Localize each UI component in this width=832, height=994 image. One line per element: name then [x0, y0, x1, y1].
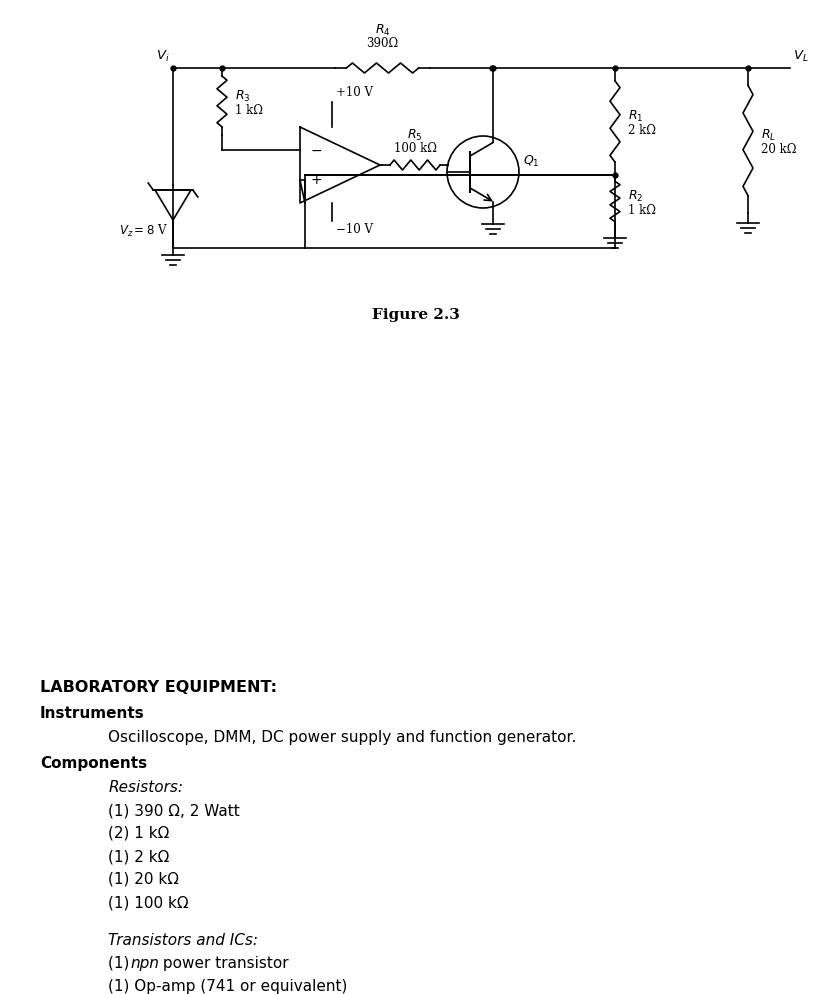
Text: (1) 100 kΩ: (1) 100 kΩ — [108, 895, 189, 910]
Text: (1) 2 kΩ: (1) 2 kΩ — [108, 849, 170, 864]
Text: $+$: $+$ — [310, 173, 322, 187]
Text: Transistors and ICs:: Transistors and ICs: — [108, 933, 258, 948]
Text: $Q_1$: $Q_1$ — [523, 154, 540, 169]
Text: $R_L$: $R_L$ — [761, 128, 776, 143]
Text: $R_3$: $R_3$ — [235, 88, 250, 104]
Text: 1 kΩ: 1 kΩ — [628, 204, 656, 217]
Text: +10 V: +10 V — [336, 86, 373, 99]
Text: 100 kΩ: 100 kΩ — [394, 142, 437, 155]
Text: $R_4$: $R_4$ — [374, 23, 390, 38]
Text: $R_5$: $R_5$ — [407, 128, 423, 143]
Text: Instruments: Instruments — [40, 706, 145, 721]
Text: (1) 20 kΩ: (1) 20 kΩ — [108, 872, 179, 887]
Text: −10 V: −10 V — [336, 223, 373, 236]
Text: npn: npn — [130, 956, 159, 971]
Text: (1) 390 Ω, 2 Watt: (1) 390 Ω, 2 Watt — [108, 803, 240, 818]
Text: 20 kΩ: 20 kΩ — [761, 143, 796, 156]
Text: LABORATORY EQUIPMENT:: LABORATORY EQUIPMENT: — [40, 680, 277, 695]
Text: $R_2$: $R_2$ — [628, 189, 643, 204]
Text: Oscilloscope, DMM, DC power supply and function generator.: Oscilloscope, DMM, DC power supply and f… — [108, 730, 577, 745]
Text: $R_1$: $R_1$ — [628, 109, 643, 124]
Text: (2) 1 kΩ: (2) 1 kΩ — [108, 826, 170, 841]
Text: $V_z = 8$ V: $V_z = 8$ V — [119, 223, 168, 239]
Text: 390Ω: 390Ω — [366, 37, 399, 50]
Text: 2 kΩ: 2 kΩ — [628, 124, 656, 137]
Text: $-$: $-$ — [310, 143, 322, 157]
Text: (1): (1) — [108, 956, 135, 971]
Text: power transistor: power transistor — [158, 956, 289, 971]
Text: (1) Op-amp (741 or equivalent): (1) Op-amp (741 or equivalent) — [108, 979, 348, 994]
Text: $V_i$: $V_i$ — [156, 49, 170, 64]
Text: 1 kΩ: 1 kΩ — [235, 104, 263, 117]
Text: Resistors:: Resistors: — [108, 780, 183, 795]
Text: Components: Components — [40, 756, 147, 771]
Text: Figure 2.3: Figure 2.3 — [372, 308, 460, 322]
Text: $V_L$: $V_L$ — [793, 49, 809, 64]
